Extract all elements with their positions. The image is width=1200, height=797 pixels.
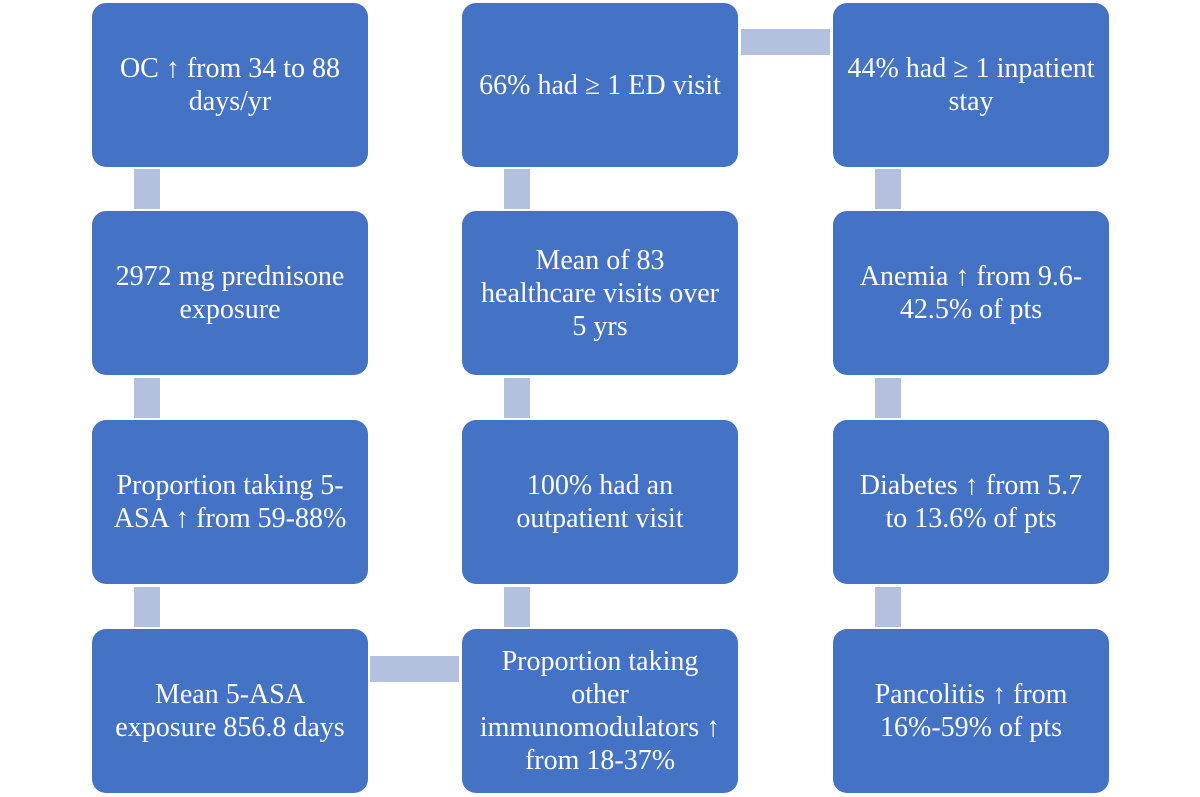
box-immunomodulators: Proportion taking other immunomodulators… [462,629,738,793]
box-healthcare-visits-text: Mean of 83 healthcare visits over 5 yrs [481,244,719,342]
connector-c1-2 [134,378,160,418]
box-oc-days-text: OC ↑ from 34 to 88 days/yr [119,53,341,117]
connector-c1-1 [134,169,160,209]
box-anemia: Anemia ↑ from 9.6-42.5% of pts [833,211,1109,375]
box-outpatient-visit: 100% had an outpatient visit [462,420,738,584]
connector-c2-c3 [741,29,830,55]
box-outpatient-visit-text: 100% had an outpatient visit [516,470,684,534]
connector-c2-3 [504,587,530,627]
box-5asa-proportion-text: Proportion taking 5-ASA ↑ from 59-88% [113,470,347,534]
box-oc-days: OC ↑ from 34 to 88 days/yr [92,3,368,167]
box-diabetes-text: Diabetes ↑ from 5.7 to 13.6% of pts [859,470,1083,534]
box-inpatient-stay: 44% had ≥ 1 inpatient stay [833,3,1109,167]
connector-c3-3 [875,587,901,627]
box-ed-visit: 66% had ≥ 1 ED visit [462,3,738,167]
box-healthcare-visits: Mean of 83 healthcare visits over 5 yrs [462,211,738,375]
box-prednisone-exposure-text: 2972 mg prednisone exposure [115,261,345,325]
box-anemia-text: Anemia ↑ from 9.6-42.5% of pts [859,261,1083,325]
box-pancolitis-text: Pancolitis ↑ from 16%-59% of pts [874,679,1068,743]
box-ed-visit-text: 66% had ≥ 1 ED visit [479,69,721,101]
connector-c3-2 [875,378,901,418]
box-diabetes: Diabetes ↑ from 5.7 to 13.6% of pts [833,420,1109,584]
box-5asa-exposure-text: Mean 5-ASA exposure 856.8 days [115,679,345,743]
box-prednisone-exposure: 2972 mg prednisone exposure [92,211,368,375]
connector-c3-1 [875,169,901,209]
connector-c2-1 [504,169,530,209]
connector-c1-3 [134,587,160,627]
box-inpatient-stay-text: 44% had ≥ 1 inpatient stay [847,53,1095,117]
connector-c1-c2 [370,656,459,682]
box-pancolitis: Pancolitis ↑ from 16%-59% of pts [833,629,1109,793]
box-5asa-exposure: Mean 5-ASA exposure 856.8 days [92,629,368,793]
connector-c2-2 [504,378,530,418]
box-immunomodulators-text: Proportion taking other immunomodulators… [479,646,721,776]
box-5asa-proportion: Proportion taking 5-ASA ↑ from 59-88% [92,420,368,584]
